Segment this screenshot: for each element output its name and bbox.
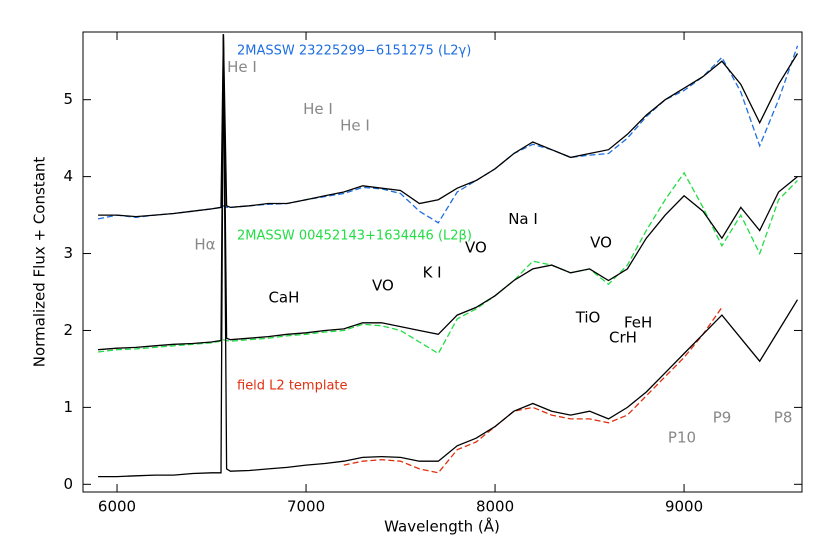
plot-frame: [82, 31, 803, 493]
y-axis-label: Normalized Flux + Constant: [31, 157, 49, 368]
annotation: He I: [227, 58, 257, 76]
annotation: P9: [713, 409, 732, 427]
annotation: He I: [340, 116, 370, 134]
annotation: FeH: [624, 313, 652, 331]
annotation: K I: [423, 263, 442, 281]
annotation: CrH: [609, 329, 637, 347]
spectrum-line: [98, 34, 799, 478]
y-tick-label: 2: [63, 321, 73, 339]
annotation: VO: [372, 276, 394, 294]
annotation: P10: [668, 429, 696, 447]
annotation: Hα: [194, 236, 215, 254]
y-tick-label: 5: [63, 90, 73, 108]
spectrum-line: [98, 34, 798, 351]
x-tick-label: 7000: [287, 498, 325, 516]
spectrum-line: [97, 45, 799, 224]
x-tick-label: 8000: [476, 498, 514, 516]
annotation: He I: [303, 100, 333, 118]
y-tick-label: 0: [63, 475, 73, 493]
annotation: Na I: [508, 210, 538, 228]
spectrum-line: [98, 171, 798, 355]
x-tick-label: 9000: [665, 498, 703, 516]
annotation: P8: [774, 409, 793, 427]
series-label: 2MASSW 00452143+1634446 (L2β): [237, 229, 472, 244]
x-axis-label: Wavelength (Å): [384, 517, 500, 536]
y-tick-label: 3: [63, 244, 73, 262]
series-label: field L2 template: [237, 379, 348, 394]
y-tick-label: 4: [63, 167, 73, 185]
annotation: CaH: [268, 289, 299, 307]
annotation: VO: [590, 233, 612, 251]
spectrum-line: [98, 34, 799, 218]
annotation: TiO: [575, 309, 601, 327]
series-label: 2MASSW 23225299−6151275 (L2γ): [237, 44, 471, 59]
x-tick-label: 6000: [98, 498, 136, 516]
spectrum-line: [343, 307, 723, 474]
annotation: VO: [465, 239, 487, 257]
y-tick-label: 1: [63, 398, 73, 416]
